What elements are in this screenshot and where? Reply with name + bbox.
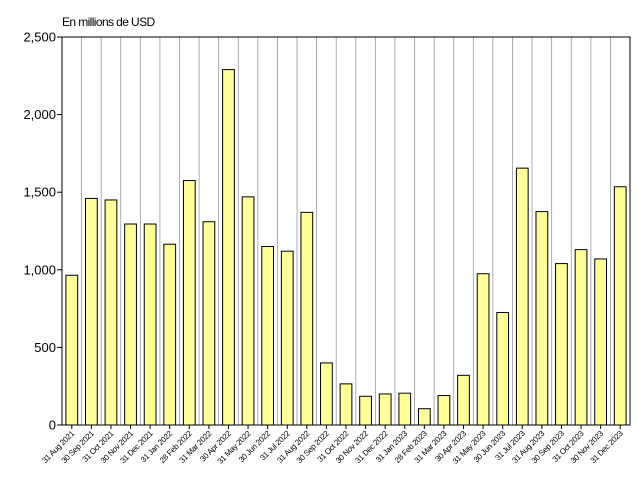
bar bbox=[182, 180, 196, 426]
bar bbox=[378, 393, 392, 426]
bar bbox=[398, 392, 412, 426]
bar bbox=[515, 167, 529, 426]
bar bbox=[476, 273, 490, 426]
y-tick-label: 2,500 bbox=[23, 30, 56, 45]
bar bbox=[104, 199, 118, 426]
bar bbox=[359, 395, 372, 426]
bar bbox=[613, 186, 627, 426]
bar bbox=[320, 362, 333, 426]
bar bbox=[535, 211, 549, 426]
bar bbox=[143, 223, 157, 426]
bar bbox=[261, 246, 275, 426]
bar bbox=[555, 263, 568, 426]
bar bbox=[594, 258, 607, 426]
bar bbox=[222, 69, 235, 426]
bar bbox=[124, 223, 137, 426]
y-tick-label: 500 bbox=[34, 340, 56, 355]
y-axis: 0 500 1,000 1,500 2,000 2,500 bbox=[23, 30, 62, 433]
y-tick-label: 2,000 bbox=[23, 107, 56, 122]
bar bbox=[280, 250, 294, 426]
bar bbox=[457, 374, 470, 426]
bar bbox=[300, 211, 314, 426]
y-tick-label: 1,500 bbox=[23, 185, 56, 200]
bar bbox=[202, 221, 216, 426]
y-tick-label: 0 bbox=[49, 418, 56, 433]
bar bbox=[496, 311, 510, 426]
bar bbox=[85, 197, 98, 426]
bar bbox=[163, 243, 177, 426]
unit-label: En millions de USD bbox=[62, 15, 156, 29]
y-tick-label: 1,000 bbox=[23, 262, 56, 277]
bar bbox=[65, 274, 79, 426]
bars bbox=[65, 69, 627, 426]
bar bbox=[417, 408, 431, 426]
bar bbox=[574, 249, 588, 426]
bar bbox=[339, 383, 353, 426]
grid-lines bbox=[81, 37, 611, 425]
bar bbox=[241, 196, 255, 426]
bar bbox=[437, 395, 451, 426]
